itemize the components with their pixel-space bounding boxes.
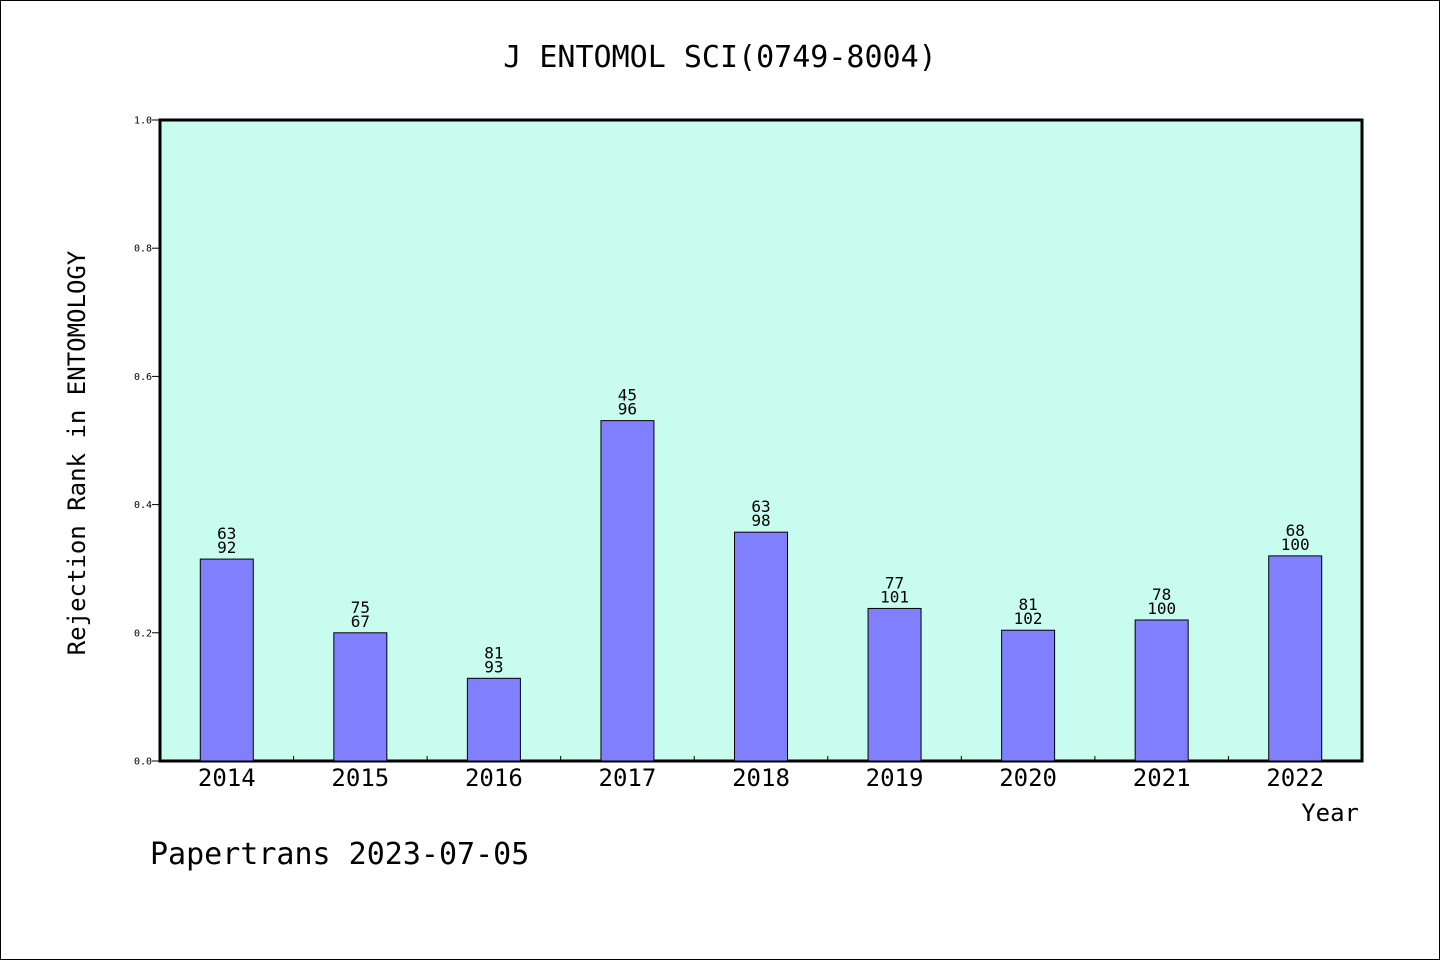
watermark-text: Papertrans 2023-07-05: [150, 837, 529, 872]
bar: [333, 632, 388, 762]
bar-label-top: 63: [217, 524, 236, 543]
x-tick-label: 2022: [1266, 764, 1324, 792]
x-axis-tick-labels: 2014 2015 2016 2017 2018 2019 2020 2021 2022: [198, 764, 1324, 792]
x-axis-label: Year: [1301, 799, 1359, 827]
bar: [1134, 619, 1189, 762]
bar-label-top: 81: [1018, 595, 1037, 614]
bar: [199, 558, 254, 762]
x-tick-label: 2021: [1133, 764, 1191, 792]
y-tick-label: 0.8: [134, 244, 152, 255]
x-tick-label: 2017: [599, 764, 657, 792]
bar: [734, 531, 788, 762]
bar-label-top: 75: [351, 598, 370, 617]
y-axis-ticks: 0.0 0.2 0.4 0.6 0.8 1.0: [134, 116, 160, 768]
bar-label-bottom: 96: [618, 400, 637, 419]
x-tick-label: 2018: [732, 764, 790, 792]
bar-label-bottom: 100: [1147, 599, 1176, 618]
bar-label-top: 63: [751, 497, 770, 516]
bar-label-bottom: 92: [217, 538, 236, 557]
bar-label-top: 78: [1152, 585, 1171, 604]
y-axis-label: Rejection Rank in ENTOMOLOGY: [63, 250, 91, 655]
bar-label-bottom: 101: [880, 587, 909, 606]
y-tick-label: 0.2: [134, 628, 152, 639]
x-tick-label: 2015: [331, 764, 389, 792]
bar-series: [199, 420, 1323, 762]
bar-label-bottom: 98: [751, 511, 770, 530]
x-tick-label: 2020: [999, 764, 1057, 792]
bar-label-bottom: 102: [1014, 609, 1043, 628]
bar-label-top: 68: [1286, 521, 1305, 540]
bar: [1268, 555, 1323, 762]
bar: [867, 607, 922, 762]
bar: [1001, 629, 1056, 762]
y-tick-label: 0.0: [134, 757, 152, 768]
bar: [600, 420, 655, 762]
bar-label-bottom: 100: [1281, 535, 1310, 554]
y-tick-label: 1.0: [134, 116, 152, 127]
y-tick-label: 0.4: [134, 500, 152, 511]
bar-label-top: 77: [885, 573, 904, 592]
x-tick-label: 2014: [198, 764, 256, 792]
bar-label-top: 81: [484, 643, 503, 662]
x-tick-label: 2019: [866, 764, 924, 792]
x-tick-label: 2016: [465, 764, 523, 792]
x-axis-ticks: [293, 756, 1229, 761]
bar-label-bottom: 93: [484, 657, 503, 676]
bar-label-bottom: 67: [351, 612, 370, 631]
bar-label-top: 45: [618, 386, 637, 405]
y-tick-label: 0.6: [134, 372, 152, 383]
bar: [466, 677, 521, 762]
chart-title: J ENTOMOL SCI(0749-8004): [503, 40, 936, 75]
